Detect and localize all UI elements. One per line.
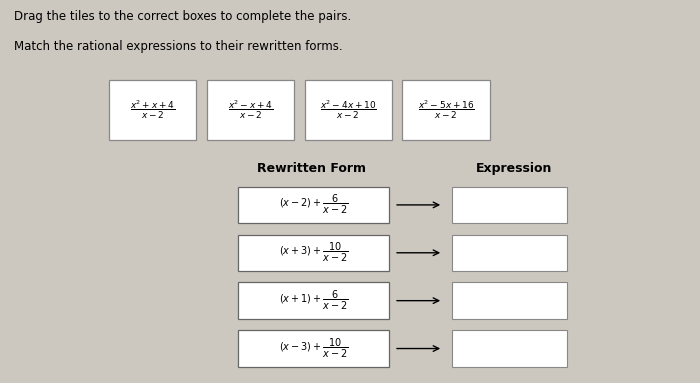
FancyBboxPatch shape <box>238 234 389 271</box>
Text: $(x+1)+\dfrac{6}{x-2}$: $(x+1)+\dfrac{6}{x-2}$ <box>279 289 348 312</box>
FancyBboxPatch shape <box>452 330 567 367</box>
Text: $\dfrac{x^2+x+4}{x-2}$: $\dfrac{x^2+x+4}{x-2}$ <box>130 99 175 121</box>
Text: $(x+3)+\dfrac{10}{x-2}$: $(x+3)+\dfrac{10}{x-2}$ <box>279 241 348 264</box>
Text: $(x-3)+\dfrac{10}{x-2}$: $(x-3)+\dfrac{10}{x-2}$ <box>279 337 348 360</box>
FancyBboxPatch shape <box>452 283 567 319</box>
Text: Rewritten Form: Rewritten Form <box>257 162 366 175</box>
Text: Drag the tiles to the correct boxes to complete the pairs.: Drag the tiles to the correct boxes to c… <box>14 10 351 23</box>
Text: $\dfrac{x^2-4x+10}{x-2}$: $\dfrac{x^2-4x+10}{x-2}$ <box>320 99 377 121</box>
FancyBboxPatch shape <box>402 80 490 140</box>
FancyBboxPatch shape <box>108 80 196 140</box>
FancyBboxPatch shape <box>206 80 294 140</box>
FancyBboxPatch shape <box>238 330 389 367</box>
FancyBboxPatch shape <box>452 234 567 271</box>
Text: $\dfrac{x^2-5x+16}{x-2}$: $\dfrac{x^2-5x+16}{x-2}$ <box>418 99 475 121</box>
Text: $(x-2)+\dfrac{6}{x-2}$: $(x-2)+\dfrac{6}{x-2}$ <box>279 193 348 216</box>
FancyBboxPatch shape <box>304 80 392 140</box>
FancyBboxPatch shape <box>238 187 389 223</box>
Text: $\dfrac{x^2-x+4}{x-2}$: $\dfrac{x^2-x+4}{x-2}$ <box>228 99 273 121</box>
FancyBboxPatch shape <box>452 187 567 223</box>
Text: Expression: Expression <box>476 162 553 175</box>
FancyBboxPatch shape <box>238 283 389 319</box>
Text: Match the rational expressions to their rewritten forms.: Match the rational expressions to their … <box>14 40 342 53</box>
